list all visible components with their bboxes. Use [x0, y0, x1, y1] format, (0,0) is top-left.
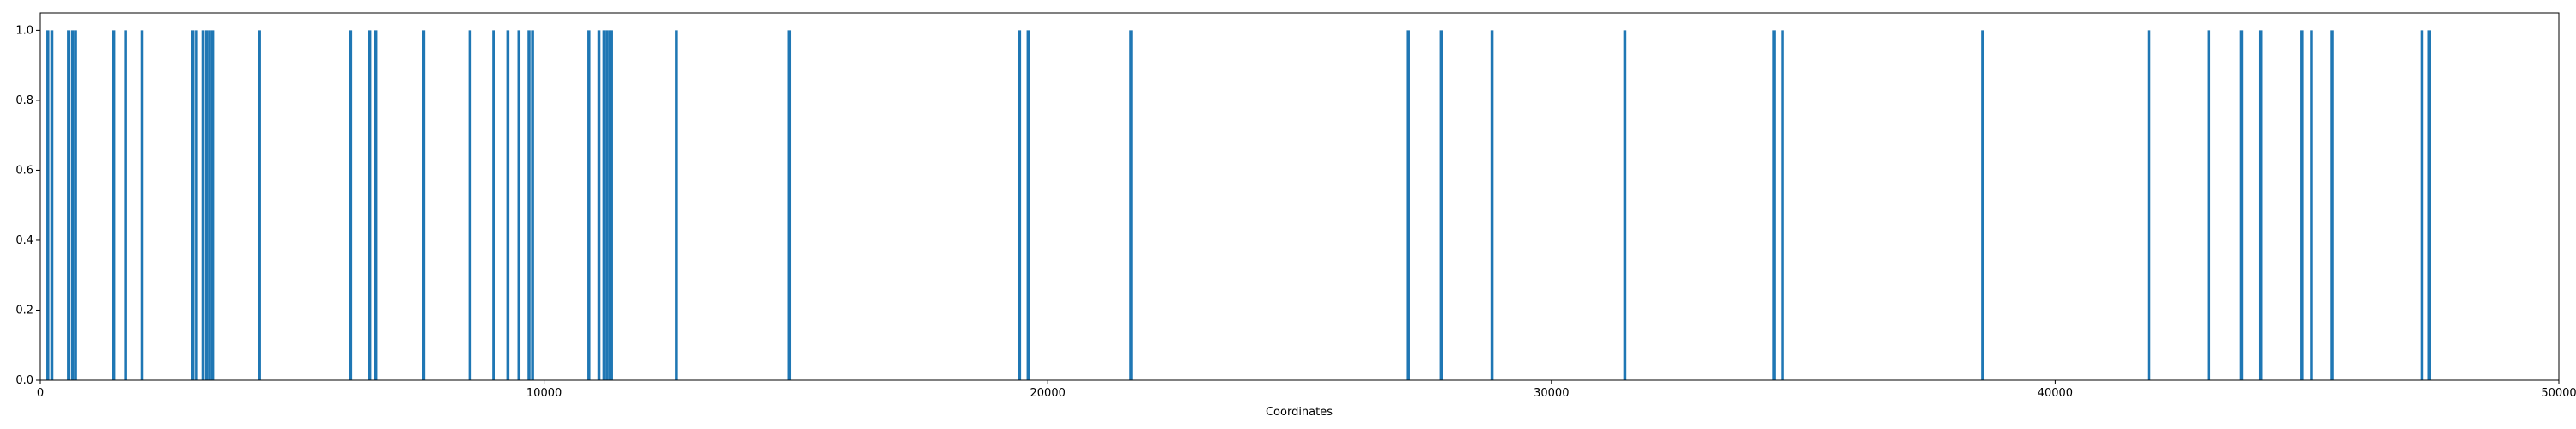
bar: [1129, 30, 1133, 380]
bar: [201, 30, 205, 380]
bar: [1772, 30, 1776, 380]
bar: [468, 30, 472, 380]
bar: [1781, 30, 1784, 380]
x-tick-label: 30000: [1534, 387, 1569, 400]
bar: [517, 30, 521, 380]
y-tick-label: 0.6: [15, 164, 33, 177]
bar: [67, 30, 70, 380]
bar: [210, 30, 215, 380]
x-tick-label: 50000: [2541, 387, 2576, 400]
x-tick-label: 40000: [2038, 387, 2073, 400]
bar: [2207, 30, 2211, 380]
bar: [531, 30, 534, 380]
bar: [2147, 30, 2151, 380]
bar: [124, 30, 127, 380]
bar: [112, 30, 116, 380]
bar: [349, 30, 353, 380]
bar: [2420, 30, 2424, 380]
bar: [258, 30, 261, 380]
bar: [1490, 30, 1494, 380]
bar: [2239, 30, 2244, 380]
bar: [2427, 30, 2431, 380]
bars-layer: [46, 30, 2431, 380]
bar: [602, 30, 606, 380]
bar: [587, 30, 591, 380]
bar: [610, 30, 613, 380]
bar: [675, 30, 678, 380]
bar: [2310, 30, 2313, 380]
x-axis-label: Coordinates: [1266, 406, 1333, 419]
y-tick-label: 0.4: [15, 234, 33, 247]
bar: [506, 30, 510, 380]
bar: [787, 30, 792, 380]
y-tick-label: 1.0: [15, 24, 33, 37]
plot-frame: [39, 12, 2560, 381]
bar: [70, 30, 75, 380]
bar: [1623, 30, 1627, 380]
bar: [140, 30, 144, 380]
bar: [74, 30, 77, 380]
bar: [50, 30, 54, 380]
x-tick-label: 20000: [1030, 387, 1066, 400]
bar: [492, 30, 495, 380]
bar: [1018, 30, 1022, 380]
bar: [204, 30, 209, 380]
bar: [374, 30, 378, 380]
bar: [1026, 30, 1030, 380]
y-tick-label: 0.2: [15, 304, 33, 317]
bar: [1439, 30, 1443, 380]
bar: [191, 30, 195, 380]
bar: [597, 30, 601, 380]
bar: [195, 30, 198, 380]
bar: [2330, 30, 2334, 380]
x-tick-label: 10000: [526, 387, 562, 400]
bar: [605, 30, 609, 380]
bar: [422, 30, 426, 380]
x-axis-ticks: 0 10000 20000 30000 40000 50000: [37, 380, 2576, 400]
bar: [527, 30, 531, 380]
bar: [208, 30, 211, 380]
bar: [368, 30, 372, 380]
bar: [1406, 30, 1410, 380]
y-axis-ticks: 0.0 0.2 0.4 0.6 0.8 1.0: [15, 24, 40, 387]
bar: [46, 30, 50, 380]
x-tick-label: 0: [37, 387, 44, 400]
bar: [2258, 30, 2263, 380]
y-tick-label: 0.0: [15, 374, 33, 387]
bar: [1981, 30, 1984, 380]
y-tick-label: 0.8: [15, 94, 33, 107]
bar: [2300, 30, 2304, 380]
